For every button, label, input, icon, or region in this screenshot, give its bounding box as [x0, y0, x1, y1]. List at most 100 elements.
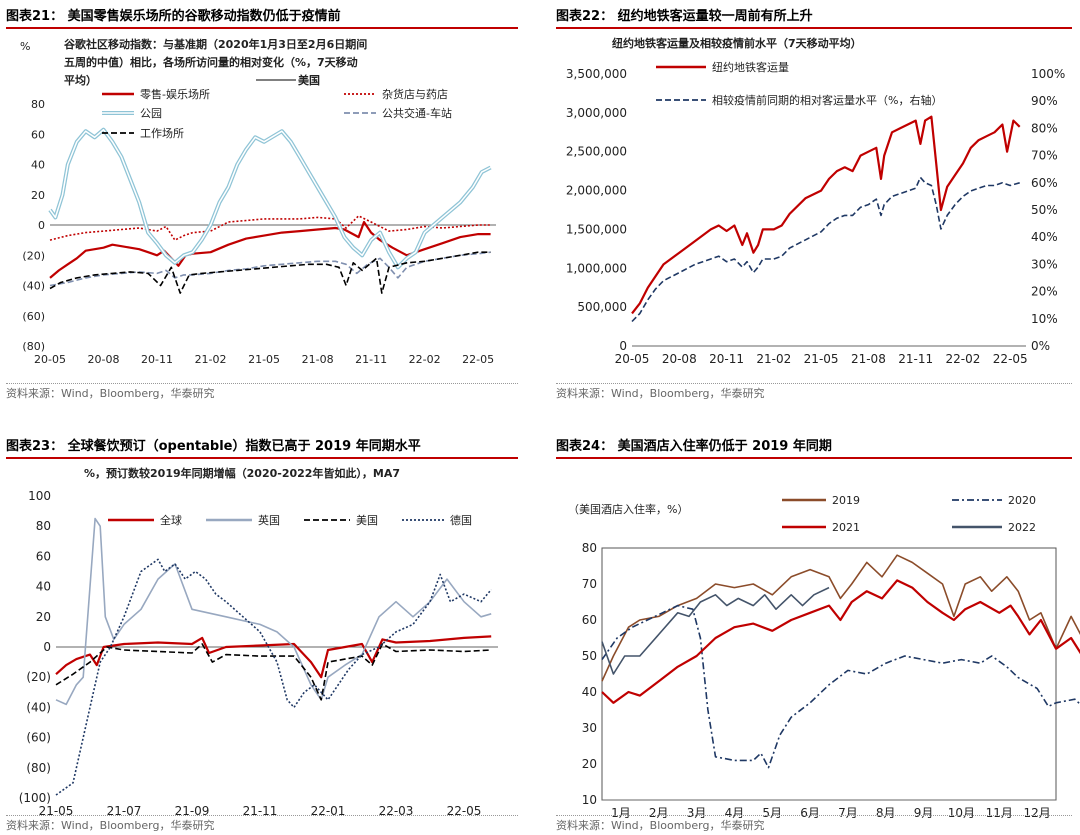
x-tick-label: 21-08 [851, 352, 886, 366]
x-tick-label: 5月 [762, 806, 782, 820]
legend-label: 全球 [160, 513, 182, 527]
y-tick-label: 3,000,000 [566, 106, 627, 120]
series-line [631, 176, 1020, 323]
x-tick-label: 22-02 [409, 353, 441, 366]
y-tick-label: 100 [28, 489, 51, 503]
legend-label: 2020 [1008, 494, 1036, 507]
subtitle: 纽约地铁客运量及相较疫情前水平（7天移动平均） [612, 36, 862, 50]
legend-label: 杂货店与药店 [382, 87, 448, 101]
y-tick-label: 20 [31, 189, 45, 202]
series-line [55, 643, 492, 701]
series-line [601, 554, 1080, 682]
x-tick-label: 12月 [1023, 806, 1050, 820]
subtitle-line: 平均） [64, 73, 97, 87]
y2-tick-label: 60% [1031, 176, 1058, 190]
source-note: 资料来源：Wind，Bloomberg，华泰研究 [6, 387, 215, 400]
chart-title: 图表21： 美国零售娱乐场所的谷歌移动指数仍低于疫情前 [6, 9, 341, 24]
chart-panel-21: 图表21： 美国零售娱乐场所的谷歌移动指数仍低于疫情前 % 谷歌社区移动指数：与基… [6, 0, 518, 410]
series-line [49, 215, 491, 241]
series-line [631, 115, 1021, 315]
x-tick-label: 22-05 [462, 353, 494, 366]
legend-label: 纽约地铁客运量 [712, 60, 789, 74]
x-tick-label: 21-11 [898, 352, 933, 366]
source-note: 资料来源：Wind，Bloomberg，华泰研究 [556, 819, 765, 832]
y-tick-label: 1,000,000 [566, 261, 627, 275]
x-tick-label: 21-02 [756, 352, 791, 366]
series-line [55, 635, 492, 679]
legend-label: 公园 [140, 107, 162, 120]
x-tick-label: 22-05 [993, 352, 1028, 366]
series-line-inner [49, 128, 491, 269]
y2-tick-label: 10% [1031, 312, 1058, 326]
source-note: 资料来源：Wind，Bloomberg，华泰研究 [556, 387, 765, 400]
x-tick-label: 2月 [649, 806, 669, 820]
x-tick-label: 22-01 [311, 804, 346, 818]
x-tick-label: 22-02 [946, 352, 981, 366]
chart-plot: （美国酒店入住率，%） 80 70 60 50 40 30 20 10 1月 2月 3月 4月 5月 6月 7… [568, 494, 1080, 820]
chart-panel-23: 图表23： 全球餐饮预订（opentable）指数已高于 2019 年同期水平 … [6, 430, 518, 835]
y-tick-label: (20) [22, 249, 45, 262]
y-axis-unit: （美国酒店入住率，%） [568, 502, 688, 516]
y-tick-label: 40 [31, 159, 45, 172]
series-line [55, 558, 492, 796]
legend-label: 公共交通-车站 [382, 106, 452, 120]
subtitle-line: 五周的中值）相比，各场所访问量的相对变化（%，7天移动 [64, 55, 358, 69]
legend-label: 工作场所 [140, 126, 184, 140]
title-rule [556, 27, 1072, 29]
y-axis-unit: % [20, 40, 30, 53]
x-tick-label: 7月 [838, 806, 858, 820]
y-tick-label: (100) [19, 791, 51, 805]
y2-tick-label: 0% [1031, 339, 1050, 353]
legend-label: 相较疫情前同期的相对客运量水平（%，右轴） [712, 93, 942, 107]
y-tick-label: 50 [582, 649, 597, 663]
x-tick-label: 8月 [876, 806, 896, 820]
y2-tick-label: 90% [1031, 94, 1058, 108]
legend-label: 2019 [832, 494, 860, 507]
source-divider [556, 383, 1072, 384]
x-tick-label: 3月 [687, 806, 707, 820]
legend-label: 2022 [1008, 521, 1036, 534]
x-tick-label: 9月 [914, 806, 934, 820]
chart-plot: 纽约地铁客运量及相较疫情前水平（7天移动平均） 0 500,000 1,000,000… [566, 36, 1065, 366]
chart-title: 图表22： 纽约地铁客运量较一周前有所上升 [556, 9, 813, 24]
y-tick-label: 1,500,000 [566, 222, 627, 236]
x-tick-label: 20-08 [88, 353, 120, 366]
y-tick-label: 60 [36, 549, 51, 563]
title-rule [6, 27, 518, 29]
y2-tick-label: 30% [1031, 257, 1058, 271]
series-line [601, 579, 1080, 704]
x-tick-label: 20-05 [615, 352, 650, 366]
x-tick-label: 22-03 [379, 804, 414, 818]
x-tick-label: 1月 [611, 806, 631, 820]
x-tick-label: 21-05 [248, 353, 280, 366]
chart-title: 图表24： 美国酒店入住率仍低于 2019 年同期 [556, 439, 832, 454]
legend-label: 2021 [832, 521, 860, 534]
y-tick-label: 2,000,000 [566, 184, 627, 198]
y2-tick-label: 20% [1031, 285, 1058, 299]
country-label: 美国 [298, 73, 320, 87]
x-tick-label: 11月 [986, 806, 1013, 820]
chart-panel-24: 图表24： 美国酒店入住率仍低于 2019 年同期 （美国酒店入住率，%） 80 7… [556, 430, 1080, 835]
series-line [48, 127, 492, 270]
legend-label: 德国 [450, 513, 472, 527]
series-line [49, 251, 491, 294]
series-line [55, 517, 492, 706]
chart-title: 图表23： 全球餐饮预订（opentable）指数已高于 2019 年同期水平 [6, 439, 421, 454]
y-tick-label: 60 [31, 128, 45, 141]
x-tick-label: 10月 [948, 806, 975, 820]
title-rule [6, 457, 518, 459]
y-tick-label: 0 [619, 339, 627, 353]
y-tick-label: (40) [26, 700, 51, 714]
y-tick-label: (80) [26, 761, 51, 775]
source-divider [6, 815, 518, 816]
legend-label: 零售-娱乐场所 [140, 87, 210, 101]
subtitle: %，预订数较2019年同期增幅（2020-2022年皆如此），MA7 [84, 466, 400, 480]
legend-label: 美国 [356, 514, 378, 527]
y-tick-label: 80 [31, 98, 45, 111]
chart-panel-22: 图表22： 纽约地铁客运量较一周前有所上升 纽约地铁客运量及相较疫情前水平（7天… [556, 0, 1072, 410]
y-tick-label: 20 [582, 757, 597, 771]
y-tick-label: 80 [582, 541, 597, 555]
y-tick-label: 40 [36, 580, 51, 594]
y-tick-label: 40 [582, 685, 597, 699]
x-tick-label: 20-11 [709, 352, 744, 366]
